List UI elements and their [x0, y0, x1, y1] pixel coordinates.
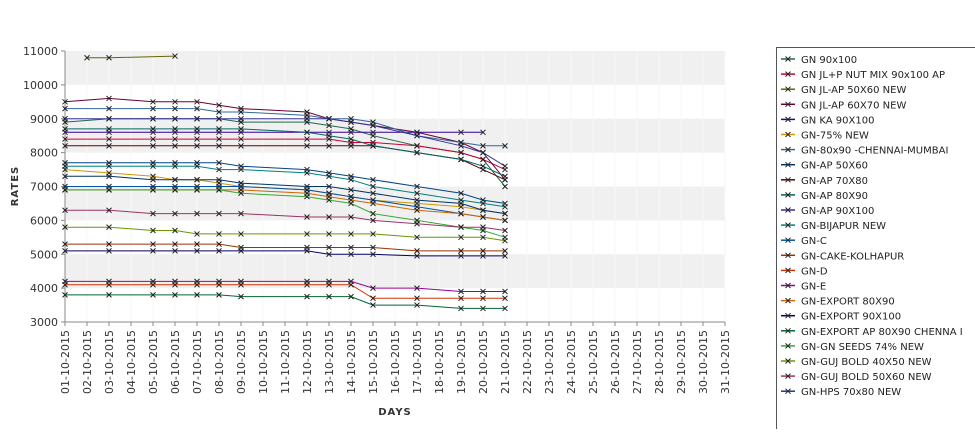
- y-tick-label: 3000: [30, 316, 58, 329]
- legend-label: GN JL+P NUT MIX 90x100 AP: [801, 70, 945, 81]
- x-tick-label: 04-10-2015: [125, 330, 138, 394]
- y-tick-label: 11000: [23, 45, 58, 58]
- legend-item: GN-GUJ BOLD 40X50 NEW: [781, 357, 932, 368]
- legend-label: GN-HPS 70x80 NEW: [801, 387, 901, 398]
- legend-label: GN JL-AP 60X70 NEW: [801, 100, 906, 111]
- legend-item: GN-GN SEEDS 74% NEW: [781, 342, 924, 353]
- legend-item: GN JL+P NUT MIX 90x100 AP: [781, 70, 945, 81]
- y-axis-title: RATES: [10, 166, 21, 207]
- x-tick-label: 07-10-2015: [191, 330, 204, 394]
- legend-label: GN-GUJ BOLD 40X50 NEW: [801, 357, 932, 368]
- x-tick-label: 13-10-2015: [323, 330, 336, 394]
- x-tick-label: 29-10-2015: [675, 330, 688, 394]
- legend-label: GN-AP 50X60: [801, 161, 868, 172]
- x-tick-label: 09-10-2015: [235, 330, 248, 394]
- y-tick-label: 9000: [30, 113, 58, 126]
- legend-label: GN 90x100: [801, 55, 857, 66]
- x-tick-label: 12-10-2015: [301, 330, 314, 394]
- x-tick-label: 31-10-2015: [719, 330, 732, 394]
- legend-item: GN-80x90 -CHENNAI-MUMBAI: [781, 146, 948, 157]
- legend-label: GN-C: [801, 236, 827, 247]
- x-tick-label: 11-10-2015: [279, 330, 292, 394]
- legend-label: GN-CAKE-KOLHAPUR: [801, 251, 904, 262]
- x-tick-label: 01-10-2015: [59, 330, 72, 394]
- legend-label: GN-75% NEW: [801, 131, 869, 142]
- x-tick-label: 15-10-2015: [367, 330, 380, 394]
- y-tick-label: 8000: [30, 147, 58, 160]
- x-tick-label: 05-10-2015: [147, 330, 160, 394]
- x-tick-label: 08-10-2015: [213, 330, 226, 394]
- legend-item: GN-GUJ BOLD 50X60 NEW: [781, 372, 932, 383]
- legend-label: GN-80x90 -CHENNAI-MUMBAI: [801, 146, 948, 157]
- legend-label: GN-GUJ BOLD 50X60 NEW: [801, 372, 932, 383]
- x-tick-label: 03-10-2015: [103, 330, 116, 394]
- x-tick-label: 26-10-2015: [609, 330, 622, 394]
- legend-label: GN KA 90X100: [801, 115, 874, 126]
- x-tick-label: 20-10-2015: [477, 330, 490, 394]
- x-tick-label: 22-10-2015: [521, 330, 534, 394]
- y-tick-label: 7000: [30, 181, 58, 194]
- x-tick-label: 28-10-2015: [653, 330, 666, 394]
- y-tick-label: 6000: [30, 214, 58, 227]
- x-tick-label: 06-10-2015: [169, 330, 182, 394]
- legend-label: GN-AP 70X80: [801, 176, 868, 187]
- y-tick-label: 4000: [30, 282, 58, 295]
- legend-label: GN JL-AP 50X60 NEW: [801, 85, 906, 96]
- legend-label: GN-AP 80X90: [801, 191, 868, 202]
- x-tick-label: 24-10-2015: [565, 330, 578, 394]
- x-tick-label: 21-10-2015: [499, 330, 512, 394]
- legend-label: GN-BIJAPUR NEW: [801, 221, 886, 232]
- x-tick-label: 19-10-2015: [455, 330, 468, 394]
- x-tick-label: 16-10-2015: [389, 330, 402, 394]
- x-tick-label: 10-10-2015: [257, 330, 270, 394]
- x-tick-label: 27-10-2015: [631, 330, 644, 394]
- legend-label: GN-EXPORT 80X90: [801, 297, 895, 308]
- legend-label: GN-EXPORT AP 80X90 CHENNA I: [801, 327, 963, 338]
- x-tick-label: 25-10-2015: [587, 330, 600, 394]
- y-tick-label: 5000: [30, 248, 58, 261]
- x-tick-label: 23-10-2015: [543, 330, 556, 394]
- legend: GN 90x100 GN JL+P NUT MIX 90x100 AP GN JL-…: [777, 48, 975, 430]
- legend-label: GN-GN SEEDS 74% NEW: [801, 342, 924, 353]
- x-tick-label: 18-10-2015: [433, 330, 446, 394]
- x-axis-title: DAYS: [378, 407, 412, 418]
- legend-label: GN-D: [801, 266, 828, 277]
- x-tick-label: 30-10-2015: [697, 330, 710, 394]
- x-tick-label: 14-10-2015: [345, 330, 358, 394]
- legend-label: GN-AP 90X100: [801, 206, 874, 217]
- legend-item: GN-EXPORT AP 80X90 CHENNA I: [781, 327, 963, 338]
- x-tick-label: 17-10-2015: [411, 330, 424, 394]
- legend-label: GN-EXPORT 90X100: [801, 312, 901, 323]
- y-tick-label: 10000: [23, 79, 58, 92]
- x-tick-label: 02-10-2015: [81, 330, 94, 394]
- legend-label: GN-E: [801, 282, 826, 293]
